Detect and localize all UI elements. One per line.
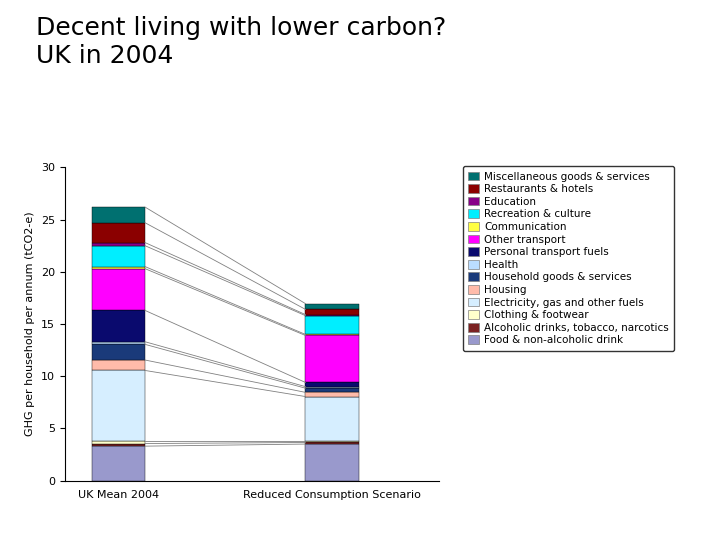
Bar bbox=[305, 334, 359, 335]
Legend: Miscellaneous goods & services, Restaurants & hotels, Education, Recreation & cu: Miscellaneous goods & services, Restaura… bbox=[463, 166, 674, 350]
Bar bbox=[91, 442, 145, 443]
Bar bbox=[91, 446, 145, 481]
Bar bbox=[91, 370, 145, 442]
Bar bbox=[305, 442, 359, 444]
Bar bbox=[305, 315, 359, 316]
Bar bbox=[305, 303, 359, 309]
Bar bbox=[91, 443, 145, 446]
Bar bbox=[305, 316, 359, 334]
Bar bbox=[91, 342, 145, 345]
Bar bbox=[91, 267, 145, 269]
Y-axis label: GHG per household per annum (tCO2-e): GHG per household per annum (tCO2-e) bbox=[25, 212, 35, 436]
Bar bbox=[91, 269, 145, 310]
Bar bbox=[305, 444, 359, 481]
Bar bbox=[305, 396, 359, 442]
Bar bbox=[305, 382, 359, 387]
Bar bbox=[305, 335, 359, 382]
Bar bbox=[305, 309, 359, 315]
Bar bbox=[91, 222, 145, 242]
Bar bbox=[305, 388, 359, 393]
Text: Decent living with lower carbon?
UK in 2004: Decent living with lower carbon? UK in 2… bbox=[36, 16, 446, 68]
Bar bbox=[91, 360, 145, 370]
Bar bbox=[91, 207, 145, 222]
Bar bbox=[91, 345, 145, 360]
Bar bbox=[91, 310, 145, 342]
Bar bbox=[91, 242, 145, 246]
Bar bbox=[305, 393, 359, 396]
Bar bbox=[91, 246, 145, 267]
Bar bbox=[305, 387, 359, 388]
